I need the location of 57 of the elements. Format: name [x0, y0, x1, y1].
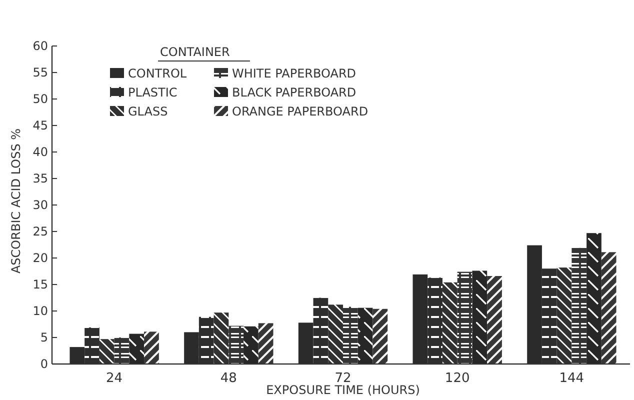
bar	[70, 347, 85, 364]
bar	[129, 334, 144, 364]
bar	[228, 326, 244, 364]
x-axis-title: EXPOSURE TIME (HOURS)	[266, 383, 420, 397]
bar	[556, 268, 572, 364]
x-tick-label: 72	[334, 371, 352, 386]
y-tick-label: 10	[32, 304, 48, 318]
bar	[84, 327, 100, 364]
legend-label: PLASTIC	[128, 86, 178, 100]
bar	[457, 272, 472, 364]
legend-label: WHITE PAPERBOARD	[232, 66, 356, 80]
x-tick-label: 120	[444, 371, 470, 386]
bar	[572, 248, 587, 364]
x-tick-label: 144	[559, 371, 584, 386]
bar	[184, 332, 199, 364]
y-tick-label: 15	[32, 278, 48, 292]
bar	[144, 332, 159, 364]
y-tick-label: 60	[32, 39, 48, 54]
bar	[358, 308, 373, 364]
y-tick-label: 20	[32, 251, 48, 266]
bar	[214, 312, 229, 364]
y-tick-label: 45	[32, 118, 48, 133]
legend-label: BLACK PAPERBOARD	[232, 86, 356, 100]
bar	[343, 306, 358, 364]
legend-title: CONTAINER	[160, 45, 230, 59]
y-tick-label: 40	[32, 145, 48, 160]
bar	[542, 268, 557, 364]
y-tick-label: 35	[32, 172, 48, 186]
bar	[586, 233, 602, 364]
bar	[328, 304, 343, 364]
bar	[244, 326, 258, 364]
bar	[99, 339, 114, 364]
y-tick-label: 30	[32, 198, 48, 212]
bar	[527, 245, 542, 364]
y-tick-label: 50	[32, 92, 48, 106]
bar	[442, 282, 458, 364]
y-tick-label: 0	[40, 357, 48, 372]
bar	[298, 322, 314, 364]
bar	[472, 270, 488, 364]
legend-label: ORANGE PAPERBOARD	[232, 104, 368, 118]
bar	[601, 252, 616, 364]
legend-label: GLASS	[128, 104, 168, 118]
x-tick-label: 24	[106, 371, 123, 386]
bar	[258, 323, 274, 364]
legend-label: CONTROL	[128, 66, 187, 80]
bar	[487, 276, 502, 364]
bar	[198, 316, 214, 364]
y-tick-label: 5	[40, 330, 48, 345]
bar	[372, 308, 388, 364]
y-tick-label: 55	[32, 66, 48, 80]
y-tick-label: 25	[32, 224, 48, 239]
y-axis-title: ASCORBIC ACID LOSS %	[9, 128, 23, 274]
bar	[313, 298, 328, 364]
bar	[412, 274, 428, 364]
bar	[114, 338, 130, 364]
bar	[428, 278, 442, 364]
x-tick-label: 48	[220, 371, 237, 386]
